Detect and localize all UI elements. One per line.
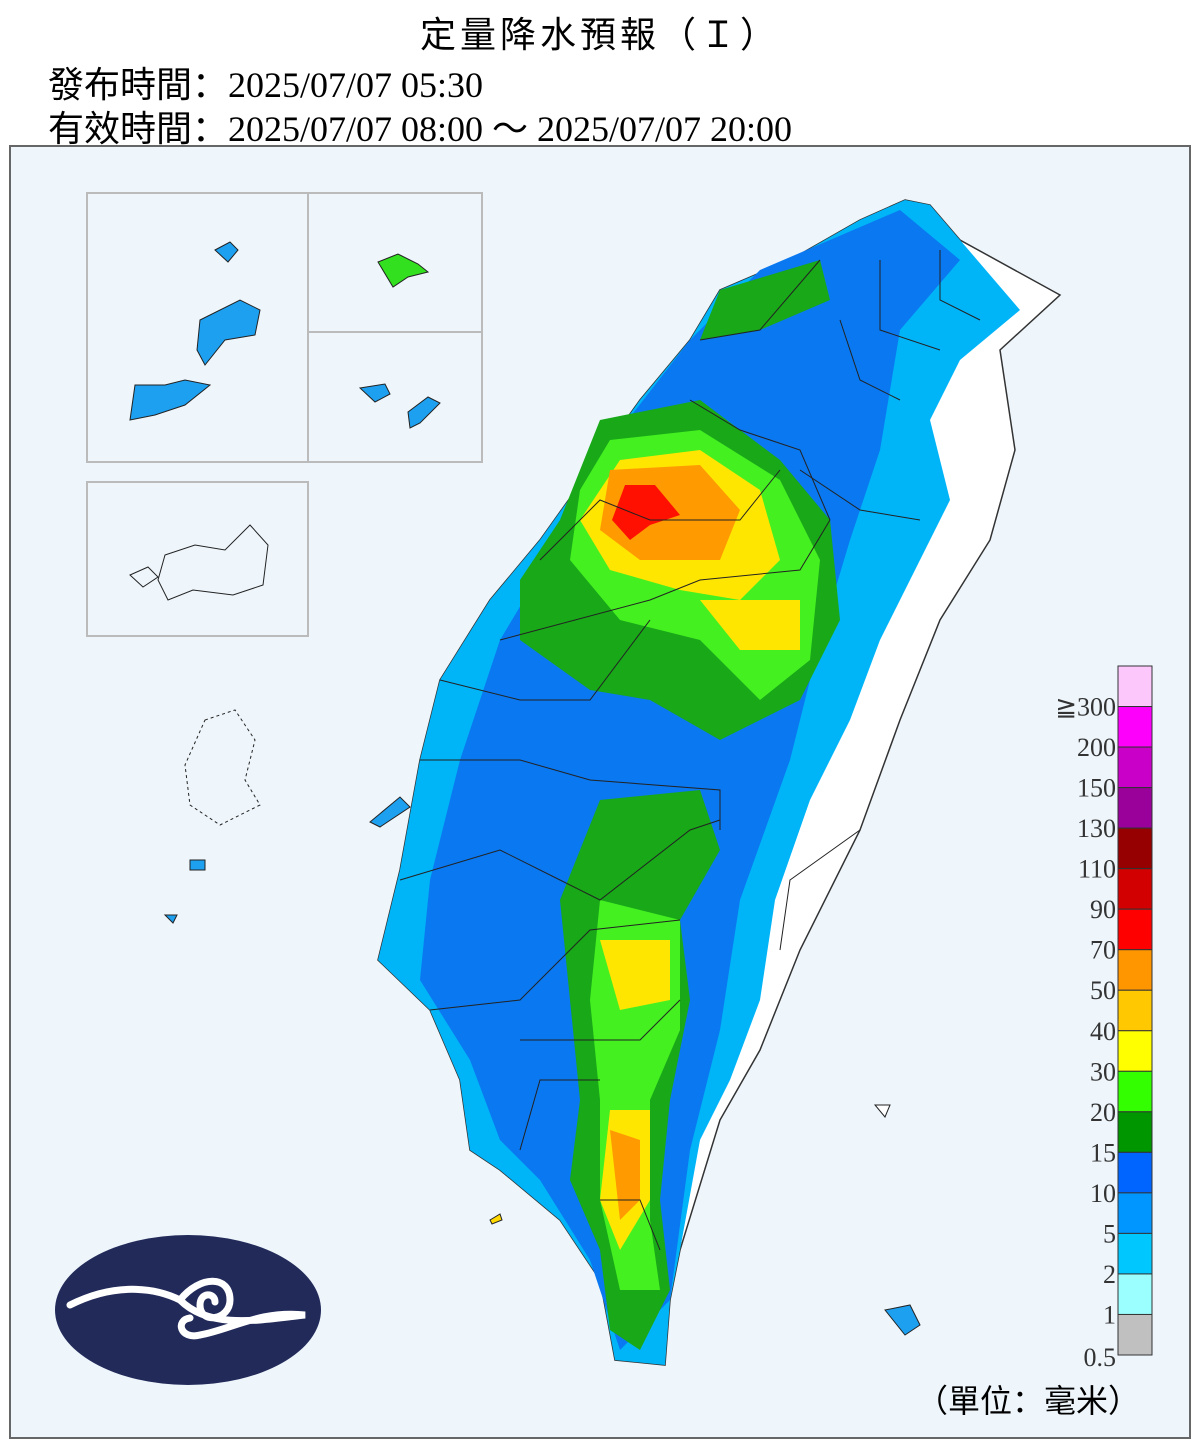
legend-swatch	[1117, 1232, 1153, 1275]
penghu	[184, 709, 261, 826]
legend-swatch	[1117, 746, 1153, 789]
legend-label: 30	[1090, 1057, 1116, 1086]
legend-swatch	[1117, 787, 1153, 829]
legend-swatch	[1117, 706, 1153, 748]
legend-swatch	[1117, 1070, 1153, 1113]
legend-label: 90	[1090, 895, 1116, 924]
rain-red	[612, 485, 680, 540]
legend-swatch	[1117, 908, 1153, 951]
legend-swatch	[1117, 1030, 1153, 1072]
legend-swatch	[1117, 665, 1153, 708]
legend-label: 1	[1103, 1300, 1116, 1329]
rain-orange	[600, 465, 740, 1220]
legend-label: 200	[1077, 733, 1116, 762]
legend-swatch	[1117, 1192, 1153, 1234]
valid-time: 有效時間：2025/07/07 08:00 ～ 2025/07/07 20:00	[48, 109, 793, 149]
legend-swatch	[1117, 1151, 1153, 1194]
legend-swatch	[1117, 827, 1153, 870]
legend-label: 110	[1078, 855, 1116, 884]
inset-islands	[129, 241, 921, 1336]
legend-label: 150	[1077, 774, 1116, 803]
legend-swatch	[1117, 1313, 1153, 1356]
issued-time: 發布時間：2025/07/07 05:30	[48, 65, 484, 105]
legend-swatch	[1117, 868, 1153, 910]
legend-label: 20	[1090, 1098, 1116, 1127]
unit-label: （單位：毫米）	[916, 1383, 1140, 1419]
title: 定量降水預報（Ｉ）	[419, 15, 780, 55]
legend-label: 130	[1077, 814, 1116, 843]
rain-yellow	[580, 450, 800, 1250]
logo	[55, 1235, 321, 1385]
legend-label: 0.5	[1084, 1343, 1117, 1372]
legend-label: ≧300	[1055, 693, 1116, 722]
legend-label: 70	[1090, 936, 1116, 965]
legend-label: 50	[1090, 976, 1116, 1005]
legend-swatch	[1117, 949, 1153, 991]
legend: ≧300 200 150 130 110 90 70 50 40 30 20 15 10 5 2 1 0.5 （單…	[916, 665, 1153, 1419]
rain-blue	[420, 210, 960, 1350]
legend-swatch	[1117, 1273, 1153, 1315]
legend-label: 5	[1103, 1219, 1116, 1248]
legend-swatch	[1117, 989, 1153, 1032]
legend-swatch	[1117, 1111, 1153, 1153]
legend-label: 2	[1103, 1260, 1116, 1289]
legend-label: 40	[1090, 1017, 1116, 1046]
county-borders	[399, 250, 981, 1251]
insets	[86, 192, 483, 637]
legend-label: 15	[1090, 1138, 1116, 1167]
legend-label: 10	[1090, 1179, 1116, 1208]
